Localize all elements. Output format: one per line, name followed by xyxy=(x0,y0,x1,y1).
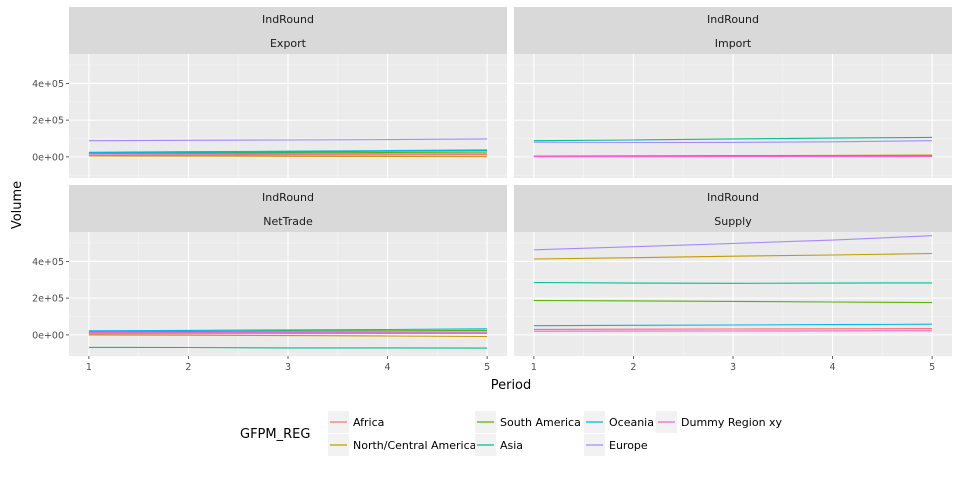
series-line-africa xyxy=(533,328,933,330)
legend-label: Africa xyxy=(353,416,384,429)
legend: GFPM_REG Africa North/Central America Sout… xyxy=(240,411,783,456)
series-line-europe xyxy=(533,235,933,251)
series-line-africa xyxy=(88,154,488,156)
legend-entry-north-central-america: North/Central America xyxy=(328,434,476,456)
y-tick-label: 4e+05 xyxy=(32,79,64,90)
x-tick-label: 2 xyxy=(630,362,636,373)
legend-entry-south-america: South America xyxy=(475,411,581,433)
strip-label-bottom: NetTrade xyxy=(263,215,313,228)
y-tick-label: 0e+00 xyxy=(32,152,64,163)
x-tick-label: 4 xyxy=(830,362,836,373)
y-tick-labels: 0e+00 2e+05 4e+05 0e+00 2e+05 4e+05 xyxy=(32,79,69,341)
strip-label-bottom: Import xyxy=(715,37,752,50)
strip-background xyxy=(69,185,507,232)
strip-background xyxy=(69,7,507,54)
y-tick-label: 4e+05 xyxy=(32,257,64,268)
series-line-asia xyxy=(88,149,488,154)
x-axis-title: Period xyxy=(491,378,532,393)
legend-label: Oceania xyxy=(609,416,654,429)
legend-entry-europe: Europe xyxy=(584,434,648,456)
legend-entry-asia: Asia xyxy=(475,434,523,456)
series-line-oceania xyxy=(533,323,933,327)
legend-label: Asia xyxy=(500,439,523,452)
series-line-north-central-america xyxy=(88,155,488,158)
legend-label: Dummy Region xy xyxy=(681,416,783,429)
legend-entries: Africa North/Central America South America… xyxy=(328,411,783,456)
panel-nettrade: IndRound NetTrade xyxy=(69,185,507,356)
y-tick-label: 2e+05 xyxy=(32,294,64,305)
legend-entry-oceania: Oceania xyxy=(584,411,654,433)
series-line-oceania xyxy=(88,149,488,153)
x-tick-label: 3 xyxy=(285,362,291,373)
panel-import: IndRound Import xyxy=(514,7,952,178)
series-line-europe xyxy=(533,140,933,144)
strip-background xyxy=(514,7,952,54)
legend-label: South America xyxy=(500,416,581,429)
strip-label-top: IndRound xyxy=(707,191,759,204)
x-tick-label: 3 xyxy=(730,362,736,373)
legend-title: GFPM_REG xyxy=(240,427,310,442)
series-line-south-america xyxy=(533,299,933,304)
y-tick-label: 2e+05 xyxy=(32,116,64,127)
series-line-north-central-america xyxy=(533,252,933,260)
y-axis-title: Volume xyxy=(10,181,25,229)
series-line-asia xyxy=(533,136,933,142)
strip-label-bottom: Supply xyxy=(714,215,752,228)
panel-export: IndRound Export xyxy=(69,7,507,178)
strip-background xyxy=(514,185,952,232)
x-tick-label: 2 xyxy=(185,362,191,373)
x-tick-label: 1 xyxy=(531,362,537,373)
strip-label-top: IndRound xyxy=(707,13,759,26)
panel-supply: IndRound Supply xyxy=(514,185,952,356)
x-tick-label: 1 xyxy=(86,362,92,373)
series-line-south-america xyxy=(88,329,488,333)
strip-label-top: IndRound xyxy=(262,13,314,26)
series-line-north-central-america xyxy=(88,334,488,338)
series-line-europe xyxy=(88,138,488,142)
y-tick-label: 0e+00 xyxy=(32,330,64,341)
legend-label: Europe xyxy=(609,439,648,452)
x-tick-label: 5 xyxy=(484,362,490,373)
x-tick-label: 5 xyxy=(929,362,935,373)
panels-layer: IndRound Export IndRound Import IndRound NetT… xyxy=(69,7,952,356)
series-line-oceania xyxy=(88,328,488,332)
legend-entry-dummy-region-xy: Dummy Region xy xyxy=(656,411,783,433)
x-tick-label: 4 xyxy=(385,362,391,373)
x-tick-labels: 1 2 3 4 5 1 2 3 4 5 xyxy=(86,356,935,373)
series-line-asia xyxy=(533,281,933,284)
strip-label-top: IndRound xyxy=(262,191,314,204)
series-line-asia xyxy=(88,346,488,349)
legend-label: North/Central America xyxy=(353,439,476,452)
strip-label-bottom: Export xyxy=(270,37,307,50)
legend-entry-africa: Africa xyxy=(328,411,384,433)
